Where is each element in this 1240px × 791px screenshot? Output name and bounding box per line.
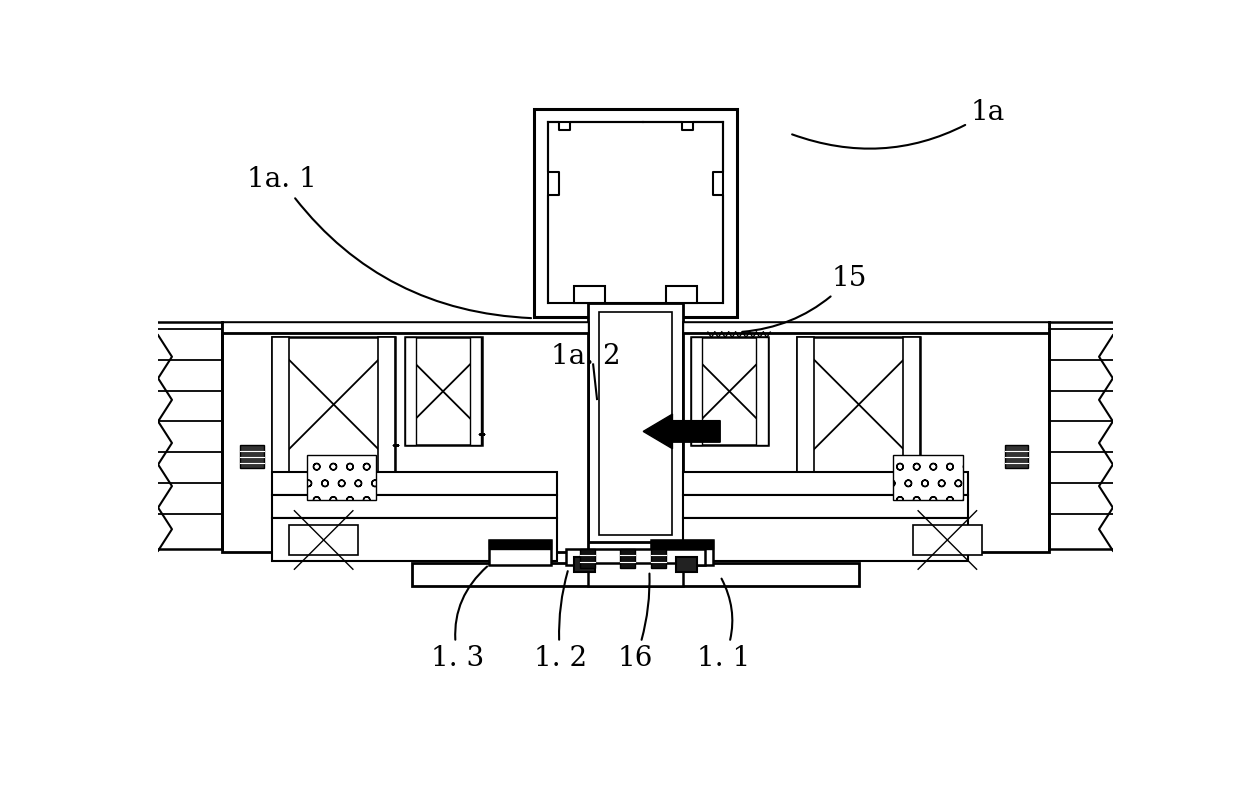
- Bar: [490, 540, 551, 549]
- Bar: [272, 495, 557, 518]
- Bar: [404, 338, 417, 445]
- Bar: [691, 338, 768, 445]
- Bar: [378, 338, 396, 472]
- Bar: [683, 333, 1049, 552]
- Bar: [241, 445, 264, 468]
- Text: 1a: 1a: [792, 99, 1004, 149]
- Bar: [620, 549, 635, 569]
- Bar: [272, 338, 396, 472]
- Bar: [404, 338, 481, 445]
- Bar: [651, 540, 713, 549]
- Bar: [289, 524, 358, 555]
- Bar: [534, 109, 737, 316]
- Bar: [574, 286, 605, 303]
- Bar: [588, 563, 683, 586]
- Bar: [691, 338, 703, 445]
- Bar: [756, 338, 768, 445]
- Bar: [599, 312, 672, 536]
- Bar: [588, 303, 683, 542]
- Bar: [683, 322, 1049, 333]
- Bar: [272, 338, 289, 472]
- Bar: [548, 122, 723, 303]
- Bar: [412, 563, 859, 586]
- Bar: [797, 338, 815, 472]
- Bar: [683, 495, 968, 518]
- FancyArrow shape: [644, 414, 720, 448]
- Bar: [222, 322, 588, 365]
- Bar: [683, 472, 968, 495]
- Text: 1a. 1: 1a. 1: [247, 166, 531, 318]
- Bar: [894, 456, 962, 500]
- Bar: [567, 549, 704, 565]
- Bar: [651, 549, 666, 569]
- Bar: [683, 518, 968, 561]
- Bar: [580, 549, 595, 569]
- Bar: [651, 540, 713, 565]
- Bar: [676, 557, 697, 573]
- Text: 1a. 2: 1a. 2: [551, 343, 620, 370]
- Bar: [683, 322, 1049, 365]
- Text: 1. 2: 1. 2: [534, 571, 587, 672]
- Bar: [904, 338, 920, 472]
- Bar: [470, 338, 481, 445]
- Bar: [306, 456, 376, 500]
- Bar: [222, 333, 588, 552]
- Text: 1. 1: 1. 1: [697, 579, 750, 672]
- Bar: [272, 518, 557, 561]
- Bar: [797, 338, 920, 472]
- Bar: [913, 524, 982, 555]
- Bar: [272, 472, 557, 495]
- Text: 15: 15: [743, 265, 867, 332]
- Bar: [574, 557, 595, 573]
- Bar: [1006, 445, 1028, 468]
- Bar: [490, 540, 551, 565]
- Bar: [222, 322, 588, 333]
- Bar: [666, 286, 697, 303]
- Text: 1. 3: 1. 3: [432, 566, 487, 672]
- Text: 16: 16: [618, 573, 653, 672]
